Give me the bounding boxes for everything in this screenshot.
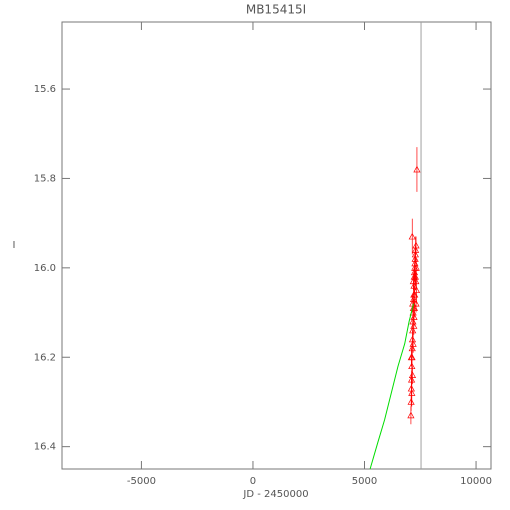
data-point <box>413 165 421 173</box>
data-point <box>408 371 417 378</box>
data-point <box>412 241 420 249</box>
x-tick-label: 5000 <box>352 476 377 487</box>
y-tick-label: 15.8 <box>34 173 56 184</box>
data-point <box>411 273 419 280</box>
data-point <box>412 264 420 271</box>
data-point <box>410 322 418 329</box>
data-point <box>407 353 415 361</box>
fit-curve <box>369 303 415 470</box>
x-tick-label: 0 <box>250 476 256 487</box>
data-point <box>407 411 415 419</box>
data-point <box>411 290 419 298</box>
y-tick-label: 16.4 <box>34 442 56 453</box>
data-point <box>409 277 417 285</box>
data-point <box>408 389 416 396</box>
x-tick-label: -5000 <box>127 476 156 487</box>
y-tick-label: 15.6 <box>34 84 56 95</box>
plot-frame <box>61 21 492 470</box>
y-axis-label: I <box>13 240 16 251</box>
data-point <box>407 398 415 405</box>
x-tick-label: 10000 <box>460 476 492 487</box>
data-point <box>412 246 420 253</box>
y-tick-label: 16.2 <box>34 352 56 363</box>
x-axis-label: JD - 2450000 <box>242 489 308 500</box>
data-point <box>408 232 416 240</box>
data-point <box>409 340 417 347</box>
chart-title: MB15415I <box>246 3 306 17</box>
y-tick-label: 16.0 <box>34 263 56 274</box>
data-point <box>408 344 416 352</box>
